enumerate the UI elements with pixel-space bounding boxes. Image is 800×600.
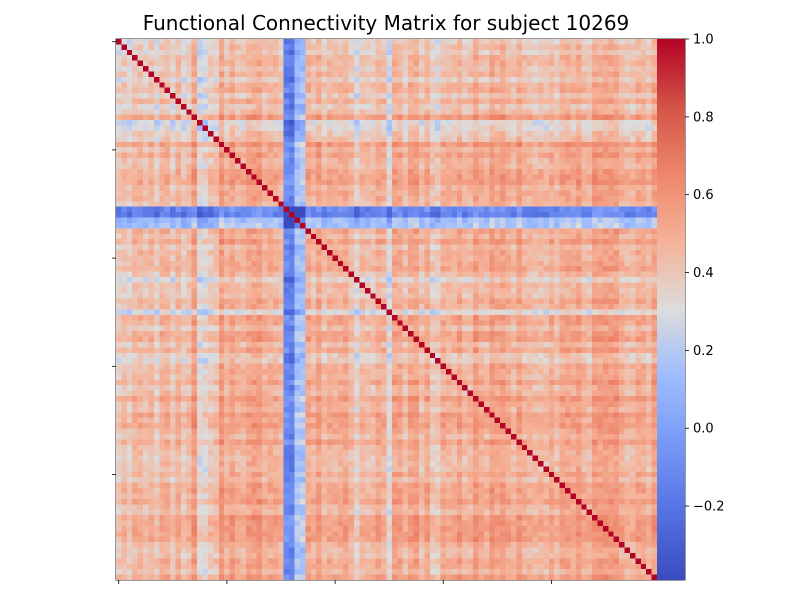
colorbar-tick-label: 1.0 [693,33,714,48]
chart-title: Functional Connectivity Matrix for subje… [143,11,630,35]
colorbar-tick-label: −0.2 [693,500,725,515]
colorbar-tick-label: 0.4 [693,266,714,281]
colorbar-tick-label: 0.6 [693,188,714,203]
colorbar-gradient [657,39,685,580]
colorbar-group: −0.2 0.0 0.2 0.4 0.6 0.8 1.0 [656,33,725,581]
colorbar-tick-label: 0.0 [693,422,714,437]
heatmap-matrix [116,39,657,580]
colorbar-tick-label: 0.2 [693,344,714,359]
colorbar-tick-label: 0.8 [693,110,714,125]
